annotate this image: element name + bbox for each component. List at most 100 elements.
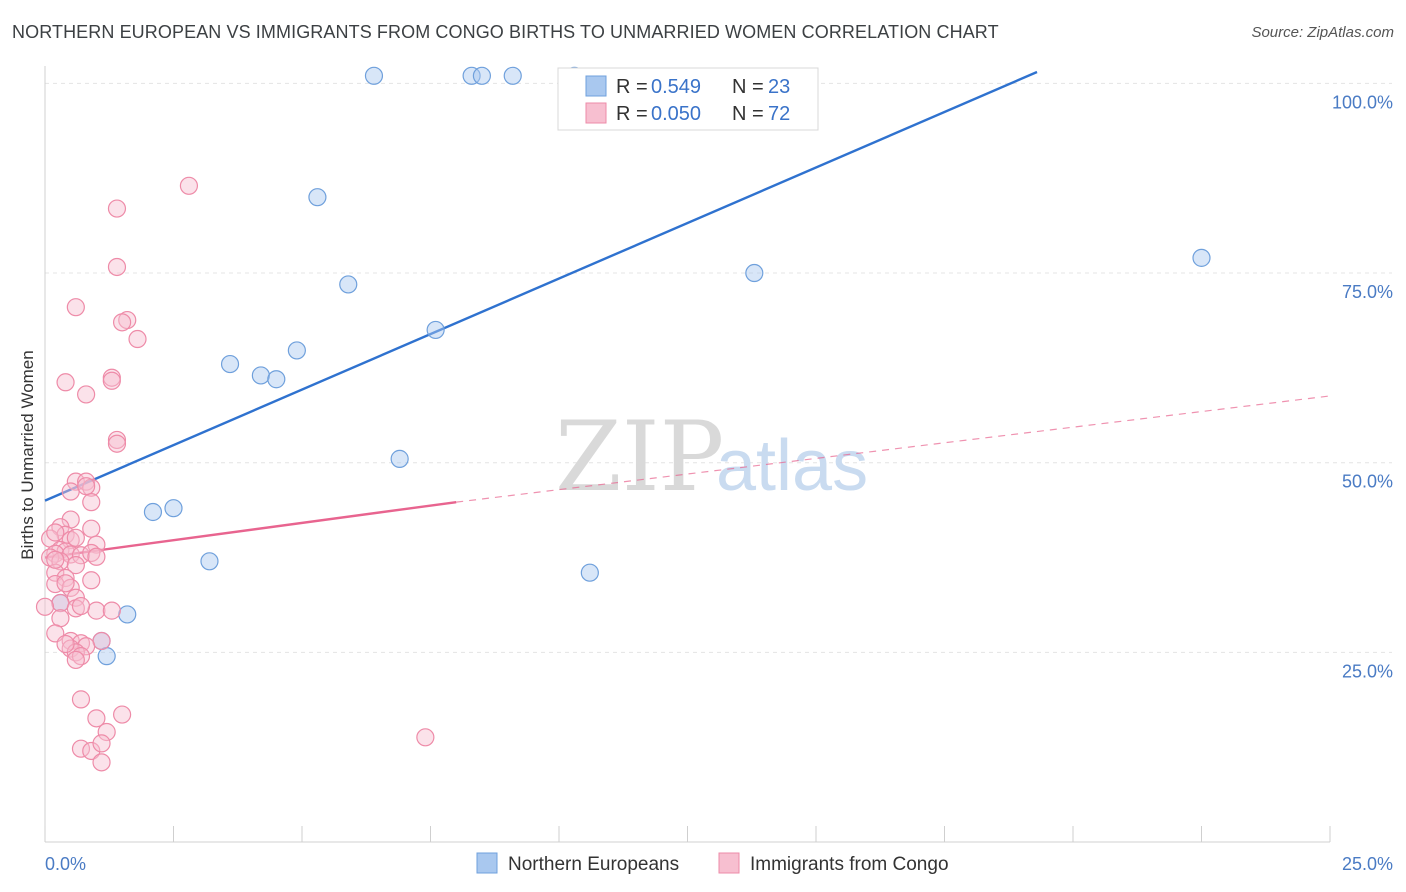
y-tick-label-3: 100.0%	[1332, 92, 1393, 112]
point-congo-16	[82, 493, 101, 512]
point-congo-49	[77, 637, 96, 656]
x-tick-label-1: 25.0%	[1342, 854, 1393, 874]
series-legend-swatch-northern-europeans	[476, 852, 498, 874]
point-northern-europeans-5	[308, 188, 327, 207]
point-congo-40	[35, 597, 55, 616]
trend-line-congo	[44, 500, 457, 559]
point-congo-71	[112, 313, 132, 332]
point-congo-53	[66, 650, 85, 670]
x-tick-label-0: 0.0%	[45, 854, 86, 874]
watermark: ZIP atlas	[555, 401, 868, 513]
point-northern-europeans-1	[462, 66, 481, 85]
point-congo-42	[87, 601, 106, 620]
point-congo-15	[61, 482, 80, 501]
point-northern-europeans-18	[580, 563, 599, 582]
point-congo-35	[82, 571, 101, 590]
point-congo-70	[71, 596, 91, 616]
point-congo-68	[87, 547, 106, 566]
point-northern-europeans-19	[118, 605, 137, 624]
point-northern-europeans-14	[390, 449, 409, 468]
point-northern-europeans-12	[267, 370, 286, 389]
axes	[44, 66, 1331, 843]
point-congo-22	[46, 523, 65, 542]
point-northern-europeans-16	[164, 499, 183, 518]
point-congo-62	[416, 728, 435, 747]
y-axis-label: Births to Unmarried Women	[18, 350, 37, 559]
point-congo-65	[66, 528, 85, 547]
trend-lines	[44, 70, 1331, 559]
legend-r-label-2: R =	[616, 103, 648, 125]
point-congo-12	[66, 472, 85, 491]
point-northern-europeans-21	[97, 647, 116, 666]
point-congo-54	[71, 690, 91, 709]
point-congo-3	[66, 298, 85, 317]
point-congo-60	[92, 734, 111, 753]
legend-swatch-northern-europeans	[585, 75, 607, 97]
point-northern-europeans-13	[287, 341, 306, 360]
point-congo-44	[51, 609, 70, 628]
point-congo-6	[56, 373, 75, 392]
stats-legend: R = 0.549 N = 23 R = 0.050 N = 72	[557, 67, 819, 131]
point-congo-36	[46, 574, 65, 594]
legend-n-value-1: 23	[768, 76, 790, 98]
tick-labels: 25.0% 50.0% 75.0% 100.0% 0.0% 25.0%	[45, 92, 1393, 874]
point-congo-32	[66, 556, 85, 575]
point-congo-55	[87, 709, 106, 728]
point-congo-34	[56, 568, 75, 588]
point-congo-5	[128, 329, 147, 349]
watermark-zip: ZIP	[555, 401, 724, 513]
chart-title: NORTHERN EUROPEAN VS IMMIGRANTS FROM CON…	[12, 22, 999, 42]
point-congo-57	[97, 722, 116, 742]
legend-swatch-congo	[585, 102, 607, 124]
point-congo-9	[77, 385, 96, 404]
legend-n-value-2: 72	[768, 103, 790, 125]
watermark-atlas: atlas	[716, 426, 868, 506]
legend-r-value-1: 0.549	[651, 76, 701, 98]
point-congo-59	[82, 741, 101, 761]
point-congo-69	[56, 634, 75, 654]
point-northern-europeans-10	[220, 354, 240, 374]
point-congo-2	[107, 257, 127, 277]
point-northern-europeans-11	[251, 366, 270, 385]
point-congo-46	[92, 631, 111, 651]
point-northern-europeans-2	[472, 66, 491, 85]
point-congo-0	[179, 176, 199, 195]
legend-n-label-2: N =	[732, 103, 764, 125]
point-congo-64	[56, 574, 75, 593]
point-congo-39	[51, 593, 70, 613]
legend-r-label-1: R =	[616, 76, 648, 98]
point-congo-11	[107, 434, 127, 453]
point-northern-europeans-8	[745, 263, 764, 283]
source-credit: Source: ZipAtlas.com	[1251, 24, 1394, 41]
series-legend-label-northern-europeans: Northern Europeans	[508, 854, 679, 875]
trend-line-extension-congo	[456, 395, 1331, 503]
point-congo-1	[107, 199, 127, 218]
point-congo-66	[46, 550, 65, 569]
series-legend-swatch-congo	[718, 852, 740, 874]
series-legend-label-congo: Immigrants from Congo	[750, 854, 949, 875]
point-northern-europeans-17	[200, 552, 219, 571]
point-congo-8	[102, 371, 121, 390]
point-congo-43	[102, 601, 121, 620]
y-tick-label-0: 25.0%	[1342, 661, 1393, 681]
legend-n-label-1: N =	[732, 76, 764, 98]
point-congo-56	[112, 705, 132, 724]
point-northern-europeans-9	[1192, 248, 1211, 267]
point-northern-europeans-0	[364, 66, 384, 85]
point-congo-61	[92, 753, 111, 772]
point-congo-19	[82, 519, 101, 538]
data-points	[35, 66, 1211, 772]
y-tick-label-2: 75.0%	[1342, 282, 1393, 302]
point-congo-63	[77, 477, 96, 496]
point-congo-48	[71, 634, 91, 653]
trend-line-northern-europeans	[44, 70, 1038, 502]
point-northern-europeans-3	[503, 66, 522, 85]
point-northern-europeans-15	[143, 502, 163, 522]
y-tick-label-1: 50.0%	[1342, 472, 1393, 492]
legend-r-value-2: 0.050	[651, 103, 701, 125]
series-legend: Northern Europeans Immigrants from Congo	[476, 852, 949, 875]
grid-lines	[45, 82, 1392, 653]
point-northern-europeans-6	[339, 275, 358, 294]
point-northern-europeans-7	[426, 320, 445, 340]
